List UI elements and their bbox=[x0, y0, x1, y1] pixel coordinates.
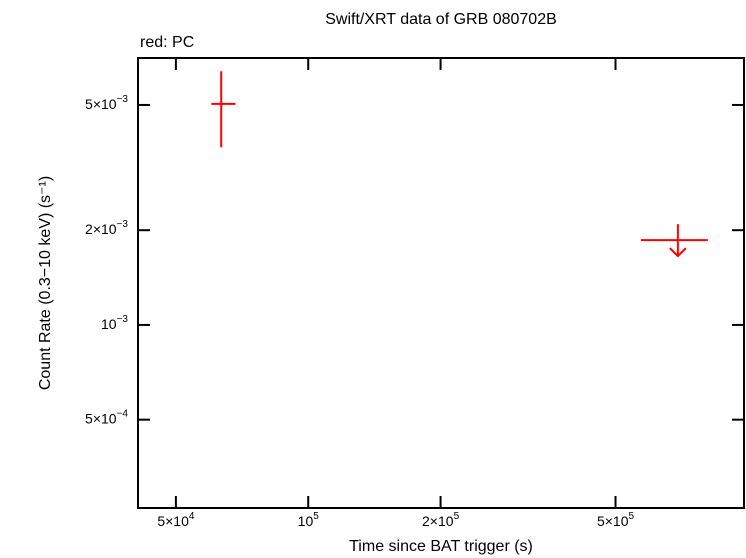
tick-label: 5×105 bbox=[597, 511, 635, 529]
x-axis-label: Time since BAT trigger (s) bbox=[349, 538, 533, 555]
tick-label-exponent: 5 bbox=[313, 511, 319, 522]
tick-label-exponent: −3 bbox=[117, 94, 129, 105]
tick-label-exponent: −4 bbox=[117, 409, 129, 420]
tick-label: 5×10−4 bbox=[85, 409, 128, 427]
tick-label: 5×104 bbox=[157, 511, 195, 529]
tick-label-base: 10 bbox=[101, 316, 117, 332]
upper-limit-arrow bbox=[669, 224, 687, 258]
tick-label: 2×105 bbox=[422, 511, 460, 529]
tick-label-base: 5×10 bbox=[597, 513, 629, 529]
tick-label-exponent: 5 bbox=[454, 511, 460, 522]
plot-frame bbox=[137, 57, 745, 509]
tick-label-base: 5×10 bbox=[85, 96, 117, 112]
tick-label-base: 5×10 bbox=[85, 410, 117, 426]
tick-label-exponent: 5 bbox=[629, 511, 635, 522]
tick-label-base: 2×10 bbox=[85, 221, 117, 237]
tick-label-base: 2×10 bbox=[422, 513, 454, 529]
tick-label-exponent: −3 bbox=[117, 314, 129, 325]
tick-label: 10−3 bbox=[101, 314, 128, 332]
y-axis-label: Count Rate (0.3−10 keV) (s⁻¹) bbox=[37, 176, 54, 390]
tick-label-base: 10 bbox=[298, 513, 314, 529]
tick-label-base: 5×10 bbox=[157, 513, 189, 529]
tick-label-exponent: 4 bbox=[189, 511, 195, 522]
tick-label-exponent: −3 bbox=[117, 219, 129, 230]
tick-label: 5×10−3 bbox=[85, 94, 128, 112]
legend-note: red: PC bbox=[140, 34, 194, 51]
tick-label: 105 bbox=[298, 511, 320, 529]
chart-title: Swift/XRT data of GRB 080702B bbox=[325, 11, 557, 28]
tick-label: 2×10−3 bbox=[85, 219, 128, 237]
